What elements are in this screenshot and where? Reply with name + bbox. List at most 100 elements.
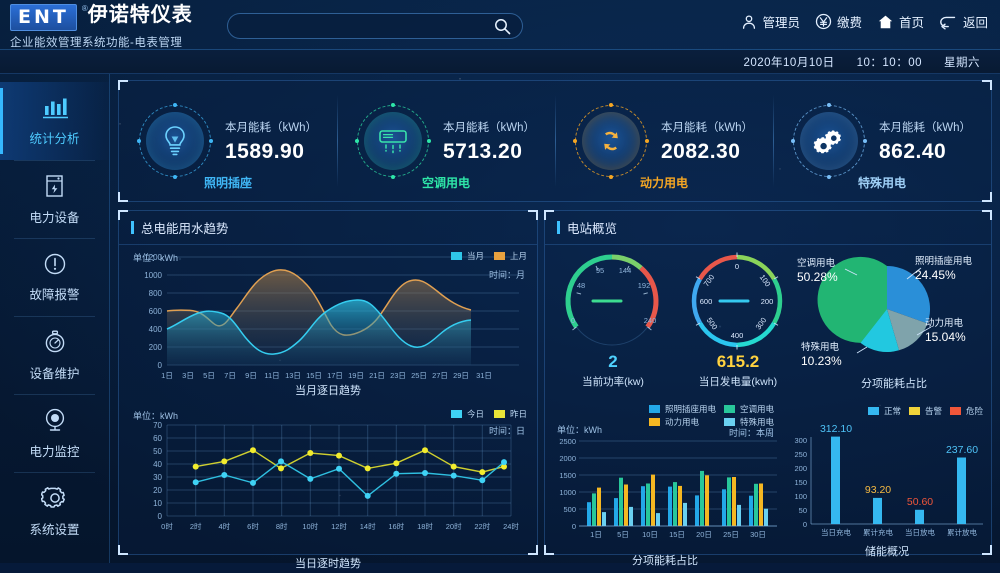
legend-item-current-month[interactable]: 当月 (450, 250, 484, 262)
bar-chart-icon (42, 98, 68, 119)
nav-item-home[interactable]: 首页 (877, 12, 924, 31)
search-input[interactable] (227, 13, 523, 39)
kpi-name: 空调用电 (421, 176, 470, 190)
corner-decoration (982, 192, 992, 202)
monthly-trend-chart: 单位：kWh 当月 上月 时间：月 (119, 245, 537, 397)
nav-item-back[interactable]: 返回 (939, 12, 988, 31)
kpi-ring (573, 103, 649, 179)
kpi-card-lighting[interactable]: 本月能耗（kWh） 1589.90 照明插座 (119, 81, 337, 201)
svg-text:12时: 12时 (331, 521, 347, 531)
kpi-strip: 本月能耗（kWh） 1589.90 照明插座 本月能耗（kWh） 5713.20 (118, 80, 992, 202)
sidebar-label-alarms: 故障报警 (29, 288, 80, 302)
air-conditioner-icon (379, 130, 407, 154)
svg-text:0: 0 (571, 316, 575, 325)
legend-item-special[interactable]: 特殊用电 (724, 416, 774, 428)
gauge-current-power-svg: 0 48 95 144 192 240 (565, 254, 659, 346)
svg-text:4时: 4时 (218, 521, 230, 531)
svg-text:200: 200 (761, 297, 774, 306)
search-box[interactable] (227, 13, 523, 39)
svg-text:50: 50 (799, 506, 807, 515)
nav-item-payment[interactable]: 缴费 (815, 12, 862, 31)
back-arrow-icon (940, 16, 956, 29)
brand-block: ENT ® 伊诺特仪表 企业能效管理系统功能-电表管理 (10, 4, 220, 50)
svg-text:48: 48 (577, 281, 585, 290)
sidebar-item-statistics[interactable]: 统计分析 (0, 82, 109, 160)
svg-text:250: 250 (794, 450, 807, 459)
svg-text:0: 0 (158, 512, 163, 521)
svg-text:23日: 23日 (390, 371, 406, 380)
pie-value-lighting: 24.45% (915, 268, 956, 282)
svg-text:3日: 3日 (182, 371, 194, 380)
svg-text:5日: 5日 (617, 530, 629, 539)
gears-icon (813, 130, 841, 154)
svg-text:100: 100 (794, 492, 807, 501)
svg-text:30日: 30日 (750, 530, 766, 539)
svg-text:500: 500 (563, 505, 576, 514)
sidebar: 统计分析 电力设备 故障报警 设备维护 (0, 74, 110, 563)
yen-icon (815, 13, 832, 30)
sidebar-item-monitoring[interactable]: 电力监控 (0, 394, 109, 472)
kpi-card-special[interactable]: 本月能耗（kWh） 862.40 特殊用电 (773, 81, 991, 201)
date-time-bar: 2020年10月10日 10：10：00 星期六 (0, 50, 1000, 74)
kpi-name: 特殊用电 (857, 176, 906, 190)
legend-item-last-month[interactable]: 上月 (493, 250, 527, 262)
corner-decoration (118, 192, 128, 202)
kpi-value: 5713.20 (443, 139, 523, 163)
registered-mark: ® (81, 4, 88, 13)
kpi-metric-label: 本月能耗（kWh） (661, 121, 753, 134)
pie-chart-caption: 分项能耗占比 (861, 378, 927, 390)
corner-decoration (118, 210, 128, 220)
user-icon (743, 14, 756, 29)
kpi-ring (791, 103, 867, 179)
svg-text:累计放电: 累计放电 (947, 527, 977, 537)
sidebar-label-devices: 电力设备 (29, 211, 80, 225)
sidebar-item-settings[interactable]: 系统设置 (0, 472, 109, 550)
legend-item-ac[interactable]: 空调用电 (724, 403, 774, 415)
legend-item-danger[interactable]: 危险 (949, 405, 983, 417)
gauge-daily-generation: 0 100 200 300 400 500 600 700 615.2 当日发电… (678, 251, 798, 389)
storage-chart-caption: 储能概况 (865, 546, 909, 558)
svg-text:15日: 15日 (669, 530, 685, 539)
legend-item-warning[interactable]: 告警 (908, 405, 942, 417)
app-subtitle: 企业能效管理系统功能-电表管理 (10, 37, 183, 49)
svg-text:9日: 9日 (245, 371, 257, 380)
svg-text:30: 30 (153, 473, 162, 482)
panel-title-station-overview: 电站概览 (545, 211, 991, 245)
nav-label-admin: 管理员 (762, 16, 800, 30)
sidebar-item-alarms[interactable]: 故障报警 (0, 238, 109, 316)
svg-text:400: 400 (149, 325, 163, 334)
svg-text:19日: 19日 (348, 371, 364, 380)
search-icon[interactable] (494, 18, 511, 40)
kpi-metric-label: 本月能耗（kWh） (879, 121, 971, 134)
kpi-card-air-conditioning[interactable]: 本月能耗（kWh） 5713.20 空调用电 (337, 81, 555, 201)
app-header: ENT ® 伊诺特仪表 企业能效管理系统功能-电表管理 管理员 缴费 首页 (0, 0, 1000, 50)
monthly-xlabel: 时间：月 (488, 270, 525, 280)
legend-item-yesterday[interactable]: 昨日 (493, 408, 527, 420)
hourly-trend-chart: 单位：kWh 今日 昨日 时间：日 (119, 407, 537, 570)
kpi-metric-label: 本月能耗（kWh） (225, 121, 317, 134)
legend-item-normal[interactable]: 正常 (867, 405, 901, 417)
kpi-value: 2082.30 (661, 139, 741, 163)
nav-item-admin[interactable]: 管理员 (741, 12, 800, 31)
kpi-card-power[interactable]: 本月能耗（kWh） 2082.30 动力用电 (555, 81, 773, 201)
svg-text:10时: 10时 (302, 521, 318, 531)
svg-text:2000: 2000 (559, 454, 576, 463)
svg-text:27日: 27日 (432, 371, 448, 380)
sidebar-item-maintenance[interactable]: 设备维护 (0, 316, 109, 394)
svg-text:当日放电: 当日放电 (905, 527, 935, 537)
monthly-legend: 当月 上月 (450, 250, 527, 262)
svg-text:8时: 8时 (276, 521, 288, 531)
legend-item-power[interactable]: 动力用电 (649, 416, 716, 428)
svg-text:237.60: 237.60 (946, 444, 978, 456)
sidebar-item-devices[interactable]: 电力设备 (0, 160, 109, 238)
monthly-ylabel: 单位：kWh (133, 253, 179, 263)
svg-text:11日: 11日 (264, 371, 279, 380)
device-icon (45, 175, 63, 197)
legend-item-lighting[interactable]: 照明插座用电 (649, 403, 716, 415)
maintenance-icon (45, 330, 64, 353)
energy-share-pie-chart: 照明插座用电 24.45% 动力用电 15.04% 特殊用电 10.23% 空调… (795, 247, 993, 395)
svg-text:50: 50 (153, 447, 162, 456)
svg-text:2时: 2时 (190, 521, 202, 531)
legend-item-today[interactable]: 今日 (450, 408, 484, 420)
svg-text:20日: 20日 (696, 530, 712, 539)
